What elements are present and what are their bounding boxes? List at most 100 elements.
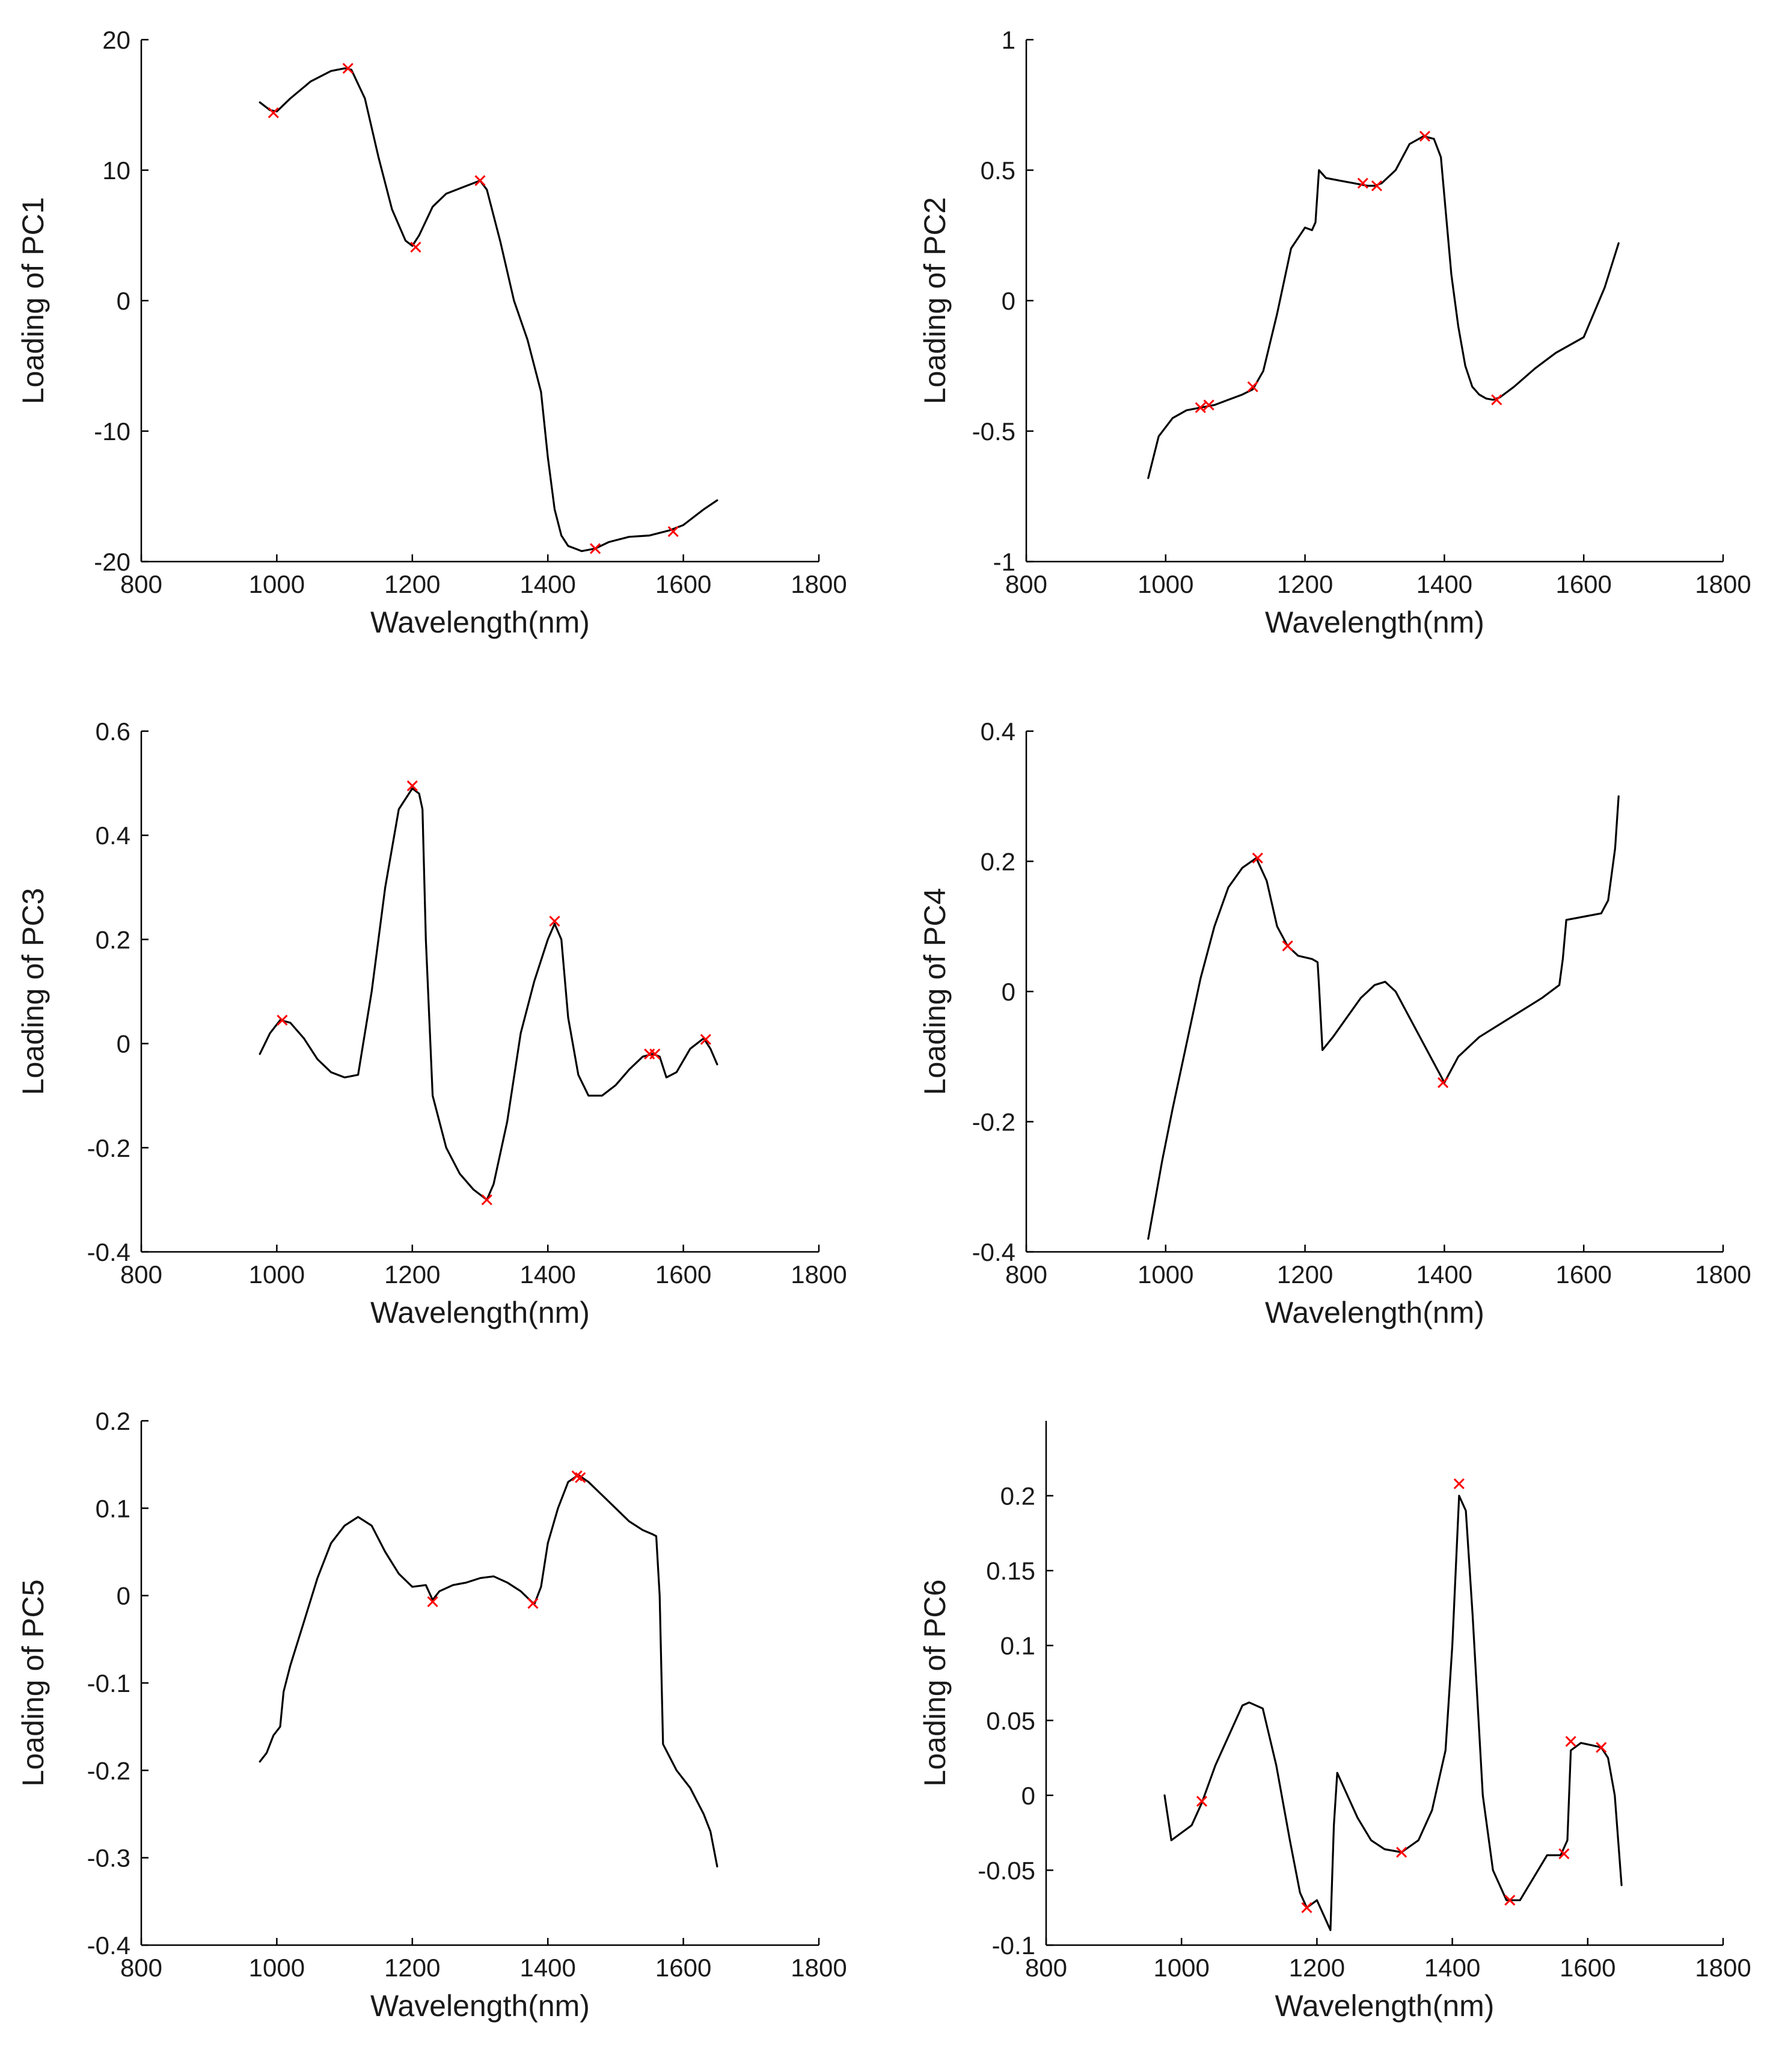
y-tick-label: -0.1 — [992, 1931, 1035, 1960]
y-axis-title: Loading of PC3 — [16, 888, 50, 1096]
chart-panel-pc5: 800 1000 1200 1400 1600 1800 -0.4 -0.3 -0.2 -0.1 0… — [16, 1407, 847, 2023]
y-tick-label: -20 — [94, 548, 130, 576]
marker-x-point — [1252, 853, 1263, 864]
y-tick-label: 0.1 — [96, 1494, 130, 1522]
y-tick-label: -0.05 — [978, 1856, 1035, 1884]
x-axis-title: Wavelength(nm) — [1275, 1989, 1495, 2023]
y-axis-title: Loading of PC1 — [16, 197, 50, 405]
y-tick-label: -0.3 — [87, 1844, 130, 1872]
marker-x-point — [649, 1048, 661, 1059]
x-tick-label: 1800 — [1695, 1260, 1751, 1289]
y-tick-label: -0.2 — [87, 1134, 130, 1162]
y-tick-label: 0 — [1002, 978, 1015, 1006]
chart-panel-pc1: 800 1000 1200 1400 1600 1800 -20 -10 0 10 20 Wavele… — [16, 26, 847, 639]
y-tick-label: 0 — [1021, 1782, 1035, 1810]
y-tick-label: 0 — [117, 287, 130, 315]
series-line-pc4 — [1147, 795, 1620, 1240]
x-tick-label: 1400 — [519, 1260, 575, 1289]
y-axis-title: Loading of PC5 — [16, 1580, 50, 1787]
y-tick-label: 0.4 — [96, 821, 130, 850]
x-tick-label: 800 — [120, 1954, 162, 1982]
marker-x-point — [700, 1034, 711, 1045]
x-axis-title: Wavelength(nm) — [370, 1296, 590, 1329]
x-tick-label: 1200 — [384, 1954, 440, 1982]
y-tick-label: 1 — [1002, 26, 1015, 54]
x-tick-label: 1800 — [791, 1260, 847, 1289]
x-tick-label: 800 — [120, 1260, 162, 1289]
marker-x-point — [1301, 1902, 1312, 1913]
y-tick-label: -0.4 — [87, 1238, 130, 1266]
series-line-pc5 — [259, 1474, 718, 1868]
x-tick-label: 1000 — [1138, 1260, 1193, 1289]
y-tick-label: 10 — [102, 156, 130, 185]
chart-panel-pc6: 800 1000 1200 1400 1600 1800 -0.1 -0.05 0 0.05 0.1… — [918, 1421, 1751, 2023]
marker-x-point — [268, 107, 279, 118]
marker-x-point — [1357, 177, 1368, 189]
y-tick-label: 0.05 — [986, 1706, 1035, 1735]
y-tick-label: 0.2 — [96, 1407, 130, 1435]
marker-x-point — [1196, 1795, 1208, 1807]
y-tick-label: -10 — [94, 417, 130, 446]
marker-x-point — [1558, 1848, 1570, 1860]
series-line-pc6 — [1163, 1495, 1623, 1931]
x-tick-label: 800 — [120, 570, 162, 598]
x-tick-label: 1400 — [1424, 1954, 1480, 1982]
y-tick-label: 0.5 — [981, 156, 1015, 185]
y-tick-label: 0.2 — [981, 848, 1015, 876]
x-axis-title: Wavelength(nm) — [370, 605, 590, 639]
y-axis-title: Loading of PC4 — [918, 888, 952, 1096]
y-tick-label: -1 — [993, 548, 1015, 576]
x-tick-label: 1600 — [1555, 570, 1611, 598]
x-axis-title: Wavelength(nm) — [1265, 1296, 1484, 1329]
y-tick-label: 0.15 — [986, 1557, 1035, 1585]
y-tick-label: 0 — [117, 1030, 130, 1058]
x-axis-title: Wavelength(nm) — [1265, 605, 1484, 639]
marker-x-point — [549, 916, 560, 927]
y-tick-label: 0.4 — [981, 717, 1015, 746]
y-tick-label: 0 — [117, 1582, 130, 1610]
marker-x-point — [406, 780, 418, 791]
marker-x-point — [474, 175, 486, 186]
x-tick-label: 1200 — [384, 1260, 440, 1289]
marker-x-point — [1504, 1895, 1516, 1906]
marker-x-point — [427, 1596, 438, 1607]
marker-x-point — [1419, 130, 1431, 142]
chart-panel-pc3: 800 1000 1200 1400 1600 1800 -0.4 -0.2 0 0.2 0.4 0.… — [16, 717, 847, 1329]
y-tick-label: -0.2 — [972, 1108, 1015, 1136]
y-tick-label: 0.2 — [96, 925, 130, 954]
x-tick-label: 1200 — [1277, 570, 1333, 598]
marker-x-point — [1491, 394, 1502, 405]
marker-x-point — [667, 526, 679, 538]
marker-x-point — [1203, 399, 1214, 411]
y-tick-label: -0.1 — [87, 1669, 130, 1697]
x-tick-label: 1600 — [655, 1954, 711, 1982]
marker-x-point — [1371, 180, 1383, 192]
y-axis-title: Loading of PC6 — [918, 1580, 952, 1787]
y-tick-label: -0.4 — [972, 1238, 1015, 1266]
marker-x-point — [1438, 1077, 1449, 1088]
x-tick-label: 800 — [1005, 1260, 1047, 1289]
y-tick-label: 0.1 — [1000, 1632, 1035, 1660]
x-tick-label: 1400 — [1416, 570, 1472, 598]
marker-x-point — [590, 543, 601, 554]
y-tick-label: 0 — [1002, 287, 1015, 315]
y-tick-label: 20 — [102, 26, 130, 54]
x-axis-title: Wavelength(nm) — [370, 1989, 590, 2023]
marker-x-point — [277, 1014, 288, 1026]
x-tick-label: 1800 — [791, 1954, 847, 1982]
marker-x-point — [527, 1598, 539, 1609]
x-tick-label: 1000 — [249, 1260, 305, 1289]
x-tick-label: 1800 — [1695, 1954, 1751, 1982]
marker-x-point — [571, 1470, 583, 1482]
x-tick-label: 800 — [1005, 570, 1047, 598]
x-tick-label: 1000 — [249, 1954, 305, 1982]
marker-x-point — [342, 63, 354, 74]
marker-x-point — [1565, 1736, 1576, 1747]
marker-x-point — [481, 1194, 492, 1206]
marker-x-point — [1282, 940, 1293, 952]
marker-x-point — [1453, 1478, 1465, 1489]
x-tick-label: 1000 — [1153, 1954, 1209, 1982]
marker-x-point — [575, 1472, 586, 1483]
